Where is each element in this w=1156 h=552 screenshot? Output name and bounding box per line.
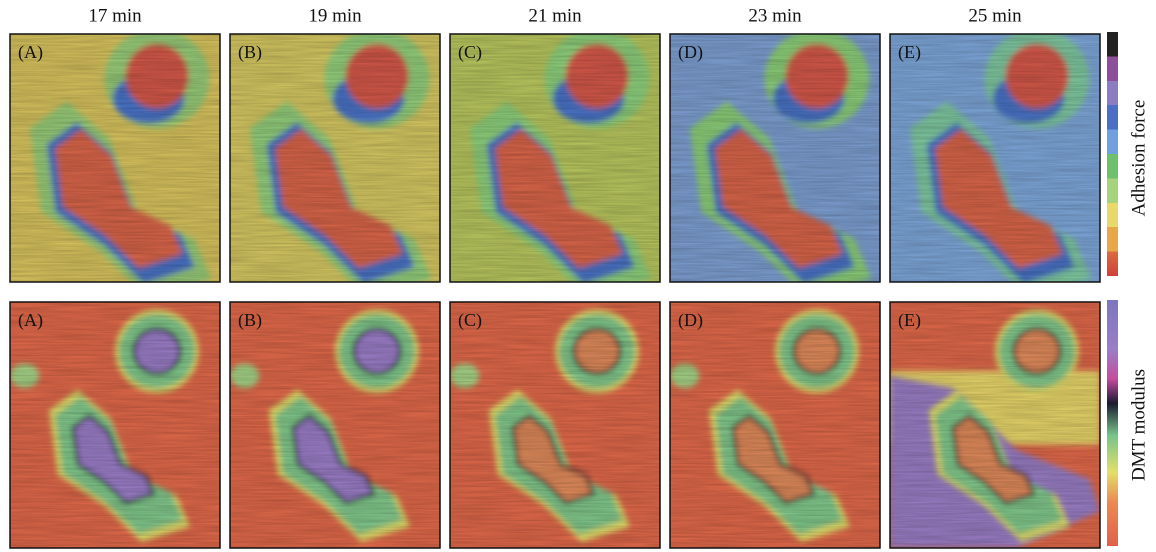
panel-image <box>230 302 440 548</box>
panel-label: (B) <box>238 42 262 63</box>
panel-label: (C) <box>458 42 482 63</box>
afm-panel: (E) <box>890 29 1100 299</box>
colorbar-adhesion <box>1107 32 1118 276</box>
scan-texture <box>230 302 440 548</box>
scan-texture <box>670 302 880 548</box>
column-header: 19 min <box>308 5 362 26</box>
colorbar-label: DMT modulus <box>1128 369 1149 481</box>
afm-panel: (C) <box>450 29 660 299</box>
column-header: 17 min <box>88 5 142 26</box>
panel-image <box>450 302 660 548</box>
panel-image <box>670 302 880 548</box>
page: {"columns": ["17 min", "19 min", "21 min… <box>0 0 1156 552</box>
colorbar-label: Adhesion force <box>1128 100 1149 217</box>
column-header: 21 min <box>528 5 582 26</box>
scan-texture <box>890 302 1100 548</box>
panel-image <box>450 29 660 299</box>
afm-panel: (D) <box>670 302 880 548</box>
scan-texture <box>670 34 880 282</box>
scan-texture <box>230 34 440 282</box>
panel-image <box>230 29 440 299</box>
panel-image <box>670 29 880 299</box>
colorbar-dmt <box>1107 300 1118 546</box>
afm-panel: (A) <box>10 302 220 548</box>
afm-panel: (B) <box>230 29 440 299</box>
panel-label: (A) <box>18 42 43 63</box>
afm-panel: (B) <box>230 302 440 548</box>
scan-texture <box>450 302 660 548</box>
column-header: 23 min <box>748 5 802 26</box>
panel-label: (D) <box>678 310 703 331</box>
panel-label: (D) <box>678 42 703 63</box>
column-header: 25 min <box>968 5 1022 26</box>
panel-label: (E) <box>898 42 921 63</box>
scan-texture <box>450 34 660 282</box>
afm-panel: (D) <box>670 29 880 299</box>
afm-panel: (A) <box>10 29 220 299</box>
scan-texture <box>10 302 220 548</box>
panel-label: (B) <box>238 310 262 331</box>
panel-image <box>890 29 1100 299</box>
afm-panel: (E) <box>890 302 1100 548</box>
scan-texture <box>890 34 1100 282</box>
afm-panel: (C) <box>450 302 660 548</box>
panel-image <box>890 302 1100 548</box>
figure: 17 min 19 min 21 min 23 min 25 min (A) (B) (C) (… <box>0 0 1156 552</box>
panel-image <box>10 302 220 548</box>
panel-label: (E) <box>898 310 921 331</box>
panel-image <box>10 29 220 299</box>
scan-texture <box>10 34 220 282</box>
panel-label: (C) <box>458 310 482 331</box>
panel-label: (A) <box>18 310 43 331</box>
